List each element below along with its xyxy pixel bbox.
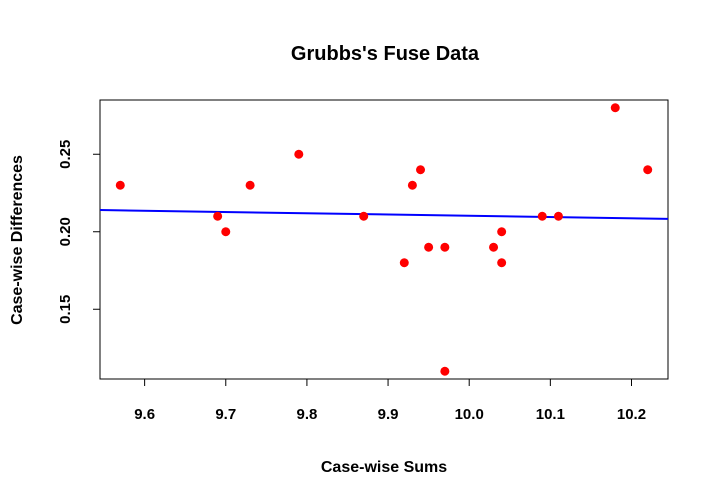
data-point [610, 103, 620, 113]
y-tick-label: 0.20 [57, 217, 74, 246]
data-point [221, 227, 231, 237]
x-tick-label: 10.2 [617, 406, 646, 423]
data-point [245, 180, 255, 190]
data-point [553, 211, 563, 221]
x-tick-label: 9.7 [215, 406, 236, 423]
x-tick-label: 9.6 [134, 406, 155, 423]
regression-line [99, 209, 669, 220]
data-point [489, 242, 499, 252]
data-point [407, 180, 417, 190]
data-point [440, 366, 450, 376]
data-point [399, 258, 409, 268]
data-point [416, 165, 426, 175]
data-point [440, 242, 450, 252]
data-point [497, 227, 507, 237]
y-tick-label: 0.25 [57, 140, 74, 169]
x-axis-label: Case-wise Sums [321, 459, 447, 476]
y-tick-label: 0.15 [57, 295, 74, 324]
data-points [115, 103, 653, 376]
data-point [424, 242, 434, 252]
y-axis: 0.15 0.20 0.25 [57, 140, 101, 324]
data-point [115, 180, 125, 190]
y-axis-label: Case-wise Differences [9, 155, 26, 325]
x-tick-label: 9.8 [296, 406, 317, 423]
data-point [359, 211, 369, 221]
x-tick-label: 10.1 [536, 406, 565, 423]
data-point [497, 258, 507, 268]
x-tick-label: 9.9 [378, 406, 399, 423]
regression-line-layer [99, 209, 669, 220]
chart-title: Grubbs's Fuse Data [291, 43, 480, 65]
data-point [643, 165, 653, 175]
plot-area [99, 99, 669, 380]
data-point [294, 149, 304, 159]
data-point [537, 211, 547, 221]
x-tick-label: 10.0 [455, 406, 484, 423]
x-axis: 9.6 9.7 9.8 9.9 10.0 10.1 10.2 [134, 378, 646, 423]
data-point [213, 211, 223, 221]
